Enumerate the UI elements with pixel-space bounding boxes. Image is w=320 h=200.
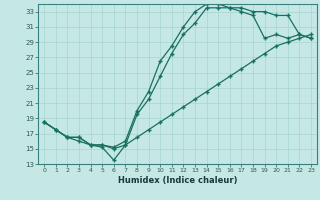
X-axis label: Humidex (Indice chaleur): Humidex (Indice chaleur) — [118, 176, 237, 185]
